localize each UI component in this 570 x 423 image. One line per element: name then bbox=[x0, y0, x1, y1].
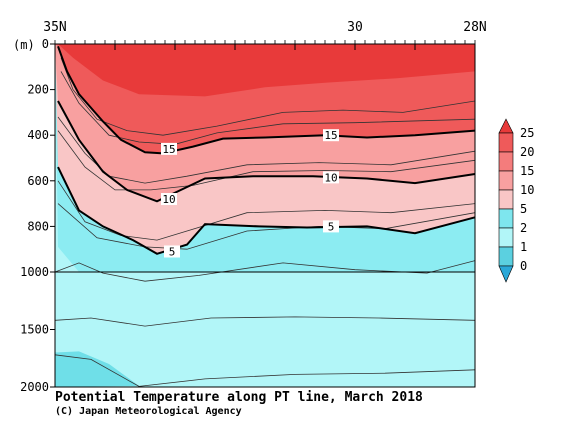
colorbar-label-10: 10 bbox=[520, 183, 534, 197]
contour-label-bg-5 bbox=[164, 245, 180, 258]
contour-label-bg-3 bbox=[161, 193, 177, 206]
colorbar-label-25: 25 bbox=[520, 126, 534, 140]
colorbar-bottom-arrow bbox=[498, 265, 514, 283]
y-tick-label-800: 800 bbox=[27, 219, 49, 233]
y-tick-label-600: 600 bbox=[27, 174, 49, 188]
colorbar-segment-5 bbox=[498, 208, 514, 229]
contour-10 bbox=[57, 100, 476, 203]
band-above-20 bbox=[58, 44, 475, 97]
contour-15 bbox=[57, 45, 476, 155]
colorbar-segment-2 bbox=[498, 151, 514, 172]
contour-label-5: 5 bbox=[169, 245, 176, 258]
contour-label-bg-1 bbox=[161, 142, 177, 155]
contour-label-bg-6 bbox=[323, 220, 339, 233]
colorbar-segment-1 bbox=[498, 132, 514, 153]
contour-line-1 bbox=[60, 57, 476, 136]
x-tick-label-35N: 35N bbox=[43, 20, 66, 35]
y-tick-label-1500: 1500 bbox=[20, 323, 49, 337]
colorbar-segment-7 bbox=[498, 246, 514, 267]
colorbar-label-1: 1 bbox=[520, 240, 527, 254]
contour-label-3: 10 bbox=[162, 193, 175, 206]
contour-label-4: 10 bbox=[324, 171, 337, 184]
colorbar-label-20: 20 bbox=[520, 145, 534, 159]
contour-label-bg-2 bbox=[323, 129, 339, 142]
y-tick-label-400: 400 bbox=[27, 128, 49, 142]
chart-credit: (C) Japan Meteorological Agency bbox=[55, 406, 242, 417]
contour-line-4 bbox=[57, 130, 476, 191]
y-tick-label-1000: 1000 bbox=[20, 265, 49, 279]
colorbar-label-15: 15 bbox=[520, 164, 534, 178]
colorbar-segment-3 bbox=[498, 170, 514, 191]
contour-line-5 bbox=[57, 180, 476, 241]
band-1-2-deep bbox=[55, 351, 139, 387]
colorbar-label-0: 0 bbox=[520, 259, 527, 273]
contour-label-2: 15 bbox=[324, 129, 337, 142]
y-unit-label: (m) bbox=[13, 38, 35, 52]
contour-line-9 bbox=[54, 354, 476, 387]
y-tick-label-0: 0 bbox=[42, 37, 49, 51]
colorbar-segment-4 bbox=[498, 189, 514, 210]
contour-5 bbox=[57, 166, 476, 255]
contour-line-3 bbox=[57, 116, 476, 184]
y-tick-label-200: 200 bbox=[27, 83, 49, 97]
colorbar-segment-6 bbox=[498, 227, 514, 248]
chart-title: Potential Temperature along PT line, Mar… bbox=[55, 390, 423, 405]
x-tick-label-28N: 28N bbox=[463, 20, 486, 35]
colorbar-label-2: 2 bbox=[520, 221, 527, 235]
y-tick-label-2000: 2000 bbox=[20, 380, 49, 394]
colorbar-top-arrow bbox=[498, 118, 514, 134]
colorbar-label-5: 5 bbox=[520, 202, 527, 216]
contour-label-bg-4 bbox=[323, 171, 339, 184]
contour-label-6: 5 bbox=[328, 220, 335, 233]
contour-line-8 bbox=[54, 316, 476, 327]
x-tick-label-30: 30 bbox=[347, 20, 363, 35]
contour-label-1: 15 bbox=[162, 143, 175, 156]
top-axis-ticks bbox=[54, 40, 476, 44]
